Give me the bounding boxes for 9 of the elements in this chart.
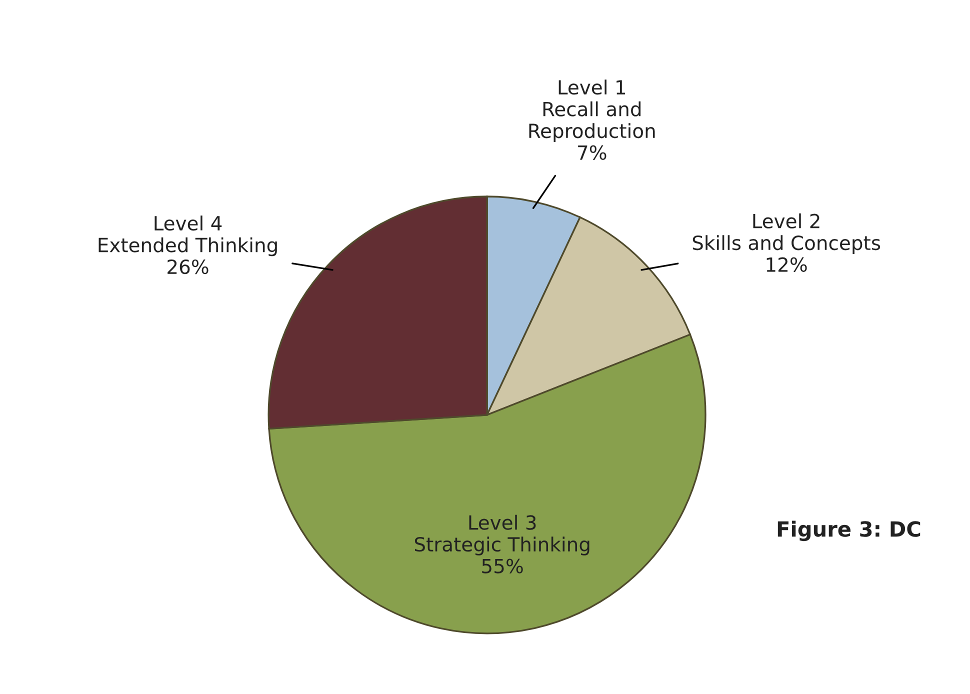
data-label: 26% [168,259,208,274]
slice-label: Level 2 Skills and Concepts [692,213,880,254]
caption: Figure 3: DC [778,520,920,542]
data-label: 55% [482,558,523,574]
slice-label: Level 1 Recall and Reproduction [529,80,655,142]
data-label: 12% [766,257,807,272]
data-label: 7% [578,145,606,160]
slice-label: Level 4 Extended Thinking [98,216,277,256]
slice-label: Level 3 Strategic Thinking [414,514,590,556]
